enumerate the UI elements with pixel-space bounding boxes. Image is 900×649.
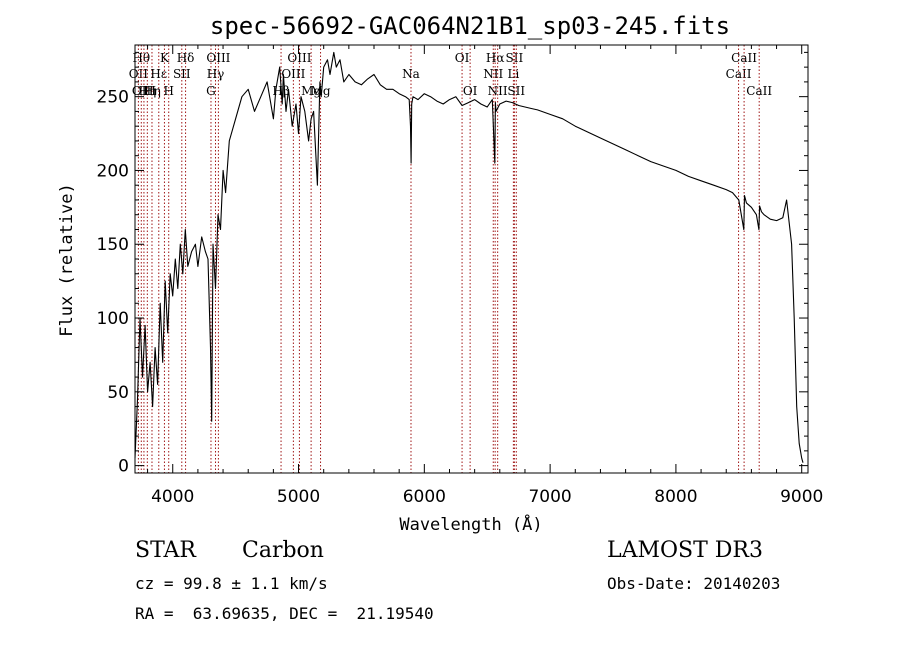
x-tick-label: 7000	[528, 487, 571, 507]
x-tick-label: 9000	[780, 487, 823, 507]
line-marker-label: NII	[488, 84, 508, 98]
chart-title: spec-56692-GAC064N21B1_sp03-245.fits	[210, 12, 730, 40]
line-marker-label: OI	[463, 84, 478, 98]
line-marker-label: Hα	[486, 51, 505, 65]
y-axis-ticks: 0 50 100 150 200 250	[97, 51, 808, 477]
spectrum-series	[134, 51, 804, 463]
x-axis-label: Wavelength (Å)	[399, 513, 542, 535]
survey-name: LAMOST DR3	[607, 538, 763, 563]
object-subclass: Carbon	[242, 538, 324, 563]
line-marker-label: CaII	[746, 84, 772, 98]
spectrum-line-0	[134, 51, 804, 463]
observation-date: Obs-Date: 20140203	[607, 574, 781, 593]
line-marker-label: OIII	[132, 84, 156, 98]
line-marker-label: K	[160, 51, 170, 65]
line-marker-label: OIII	[281, 67, 305, 81]
x-tick-label: 8000	[654, 487, 697, 507]
plot-frame	[134, 44, 809, 474]
line-marker-label: SII	[173, 67, 191, 81]
x-axis-ticks: 4000 5000 6000 7000 8000 9000	[147, 45, 823, 507]
line-marker-label: SII	[506, 51, 524, 65]
line-marker-label: OII	[129, 67, 149, 81]
line-marker-label: H	[163, 84, 173, 98]
y-tick-label: 200	[97, 161, 129, 181]
object-class: STAR	[135, 538, 196, 563]
spectral-line-markers: OIIHθOIIIHηHηHεKHSIIHδGHγOIIIHβOIIIOIIIM…	[129, 45, 772, 473]
line-marker-label: Hη	[143, 84, 161, 98]
line-marker-label: Mg	[301, 84, 321, 98]
line-marker-label: OIII	[206, 51, 230, 65]
line-marker-label: Na	[402, 67, 420, 81]
x-tick-label: 5000	[277, 487, 320, 507]
y-tick-label: 150	[97, 235, 129, 255]
line-marker-label: Hγ	[207, 67, 225, 81]
line-marker-label: Hθ	[132, 51, 150, 65]
line-marker-label: Li	[507, 67, 519, 81]
line-marker-label: Hε	[150, 67, 167, 81]
y-axis-label: Flux (relative)	[57, 183, 77, 337]
redshift-velocity: cz = 99.8 ± 1.1 km/s	[135, 574, 328, 593]
x-tick-label: 4000	[151, 487, 194, 507]
y-tick-label: 250	[97, 88, 129, 108]
y-tick-label: 0	[118, 457, 129, 477]
y-tick-label: 100	[97, 309, 129, 329]
y-tick-label: 50	[107, 383, 129, 403]
line-marker-label: G	[206, 84, 216, 98]
line-marker-label: OIII	[287, 51, 311, 65]
line-marker-label: CaII	[726, 67, 752, 81]
line-marker-label: SII	[507, 84, 525, 98]
sky-coordinates: RA = 63.69635, DEC = 21.19540	[135, 604, 434, 623]
line-marker-label: OI	[455, 51, 470, 65]
line-marker-label: NII	[483, 67, 503, 81]
x-tick-label: 6000	[403, 487, 446, 507]
line-marker-label: Hδ	[177, 51, 195, 65]
line-marker-label: CaII	[731, 51, 757, 65]
